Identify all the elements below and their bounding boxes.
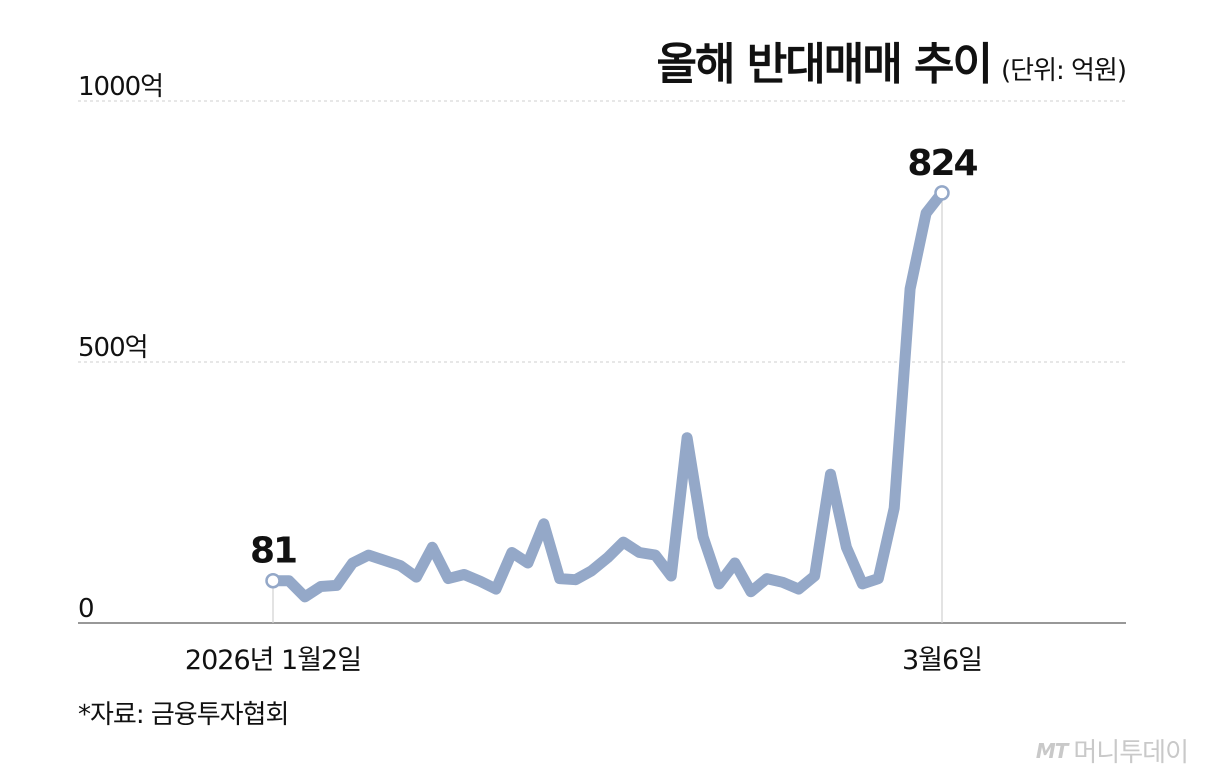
x-tick-label: 3월6일 (902, 645, 982, 676)
chart-header: 올해 반대매매 추이 (단위: 억원) (656, 28, 1127, 92)
brand-mark: MT (1035, 738, 1069, 763)
series-line (267, 187, 948, 603)
brand-name: 머니투데이 (1073, 738, 1189, 768)
chart-unit: (단위: 억원) (1001, 56, 1127, 86)
endpoint-marker (934, 185, 950, 201)
x-tick-label: 2026년 1월2일 (185, 645, 361, 676)
y-tick-label: 500억 (78, 333, 148, 363)
endpoint-marker (265, 572, 281, 589)
y-tick-label: 0 (78, 594, 94, 624)
brand-logo: MT 머니투데이 (1035, 732, 1189, 769)
source-note: *자료: 금융투자협회 (78, 700, 289, 730)
data-label: 824 (907, 143, 977, 184)
chart-title: 올해 반대매매 추이 (656, 39, 993, 90)
y-tick-label: 1000억 (78, 72, 163, 102)
data-label: 81 (250, 531, 296, 572)
